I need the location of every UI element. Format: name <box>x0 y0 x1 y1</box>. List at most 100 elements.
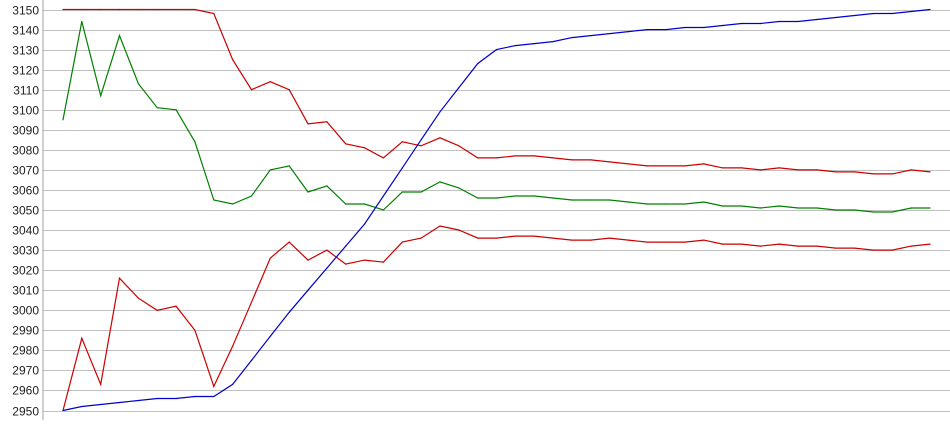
data-point <box>684 26 686 29</box>
data-point <box>250 359 253 361</box>
data-point <box>194 329 196 331</box>
data-point <box>552 237 554 239</box>
data-point <box>872 173 875 175</box>
data-point <box>156 8 158 11</box>
data-point <box>307 191 309 193</box>
y-tick-label: 3080 <box>12 144 39 158</box>
data-point <box>627 163 630 165</box>
data-point <box>137 297 139 299</box>
data-point <box>816 18 818 21</box>
data-point <box>439 137 441 139</box>
data-point <box>439 225 441 227</box>
data-point <box>232 383 234 385</box>
y-tick-label: 3070 <box>12 164 39 178</box>
y-tick-label: 3110 <box>13 84 39 98</box>
data-point <box>835 209 837 211</box>
data-point <box>533 195 535 197</box>
data-point <box>175 397 177 400</box>
data-point <box>364 259 366 261</box>
data-point <box>62 409 64 412</box>
y-tick-label: 2990 <box>12 324 39 338</box>
data-point <box>891 249 893 251</box>
data-point <box>458 87 460 89</box>
data-point <box>646 241 648 243</box>
data-point <box>797 245 799 247</box>
data-point <box>929 8 931 11</box>
data-point <box>759 169 762 171</box>
y-tick-label: 3100 <box>12 104 39 118</box>
data-point <box>458 187 460 189</box>
data-point <box>552 41 554 43</box>
data-point <box>250 301 253 303</box>
data-point <box>477 197 479 199</box>
data-point <box>269 335 271 337</box>
data-point <box>891 173 893 175</box>
data-point <box>194 141 196 143</box>
data-point <box>835 16 837 19</box>
series-lower-band <box>62 225 931 412</box>
series-lines <box>62 8 931 412</box>
data-point <box>364 223 366 225</box>
data-point <box>307 259 309 261</box>
data-point <box>740 205 743 207</box>
data-point <box>288 241 290 243</box>
data-point <box>345 263 347 265</box>
y-tick-label: 3050 <box>12 204 39 218</box>
data-point <box>156 309 158 311</box>
data-point <box>797 20 799 23</box>
data-point <box>627 201 630 203</box>
data-point <box>571 37 573 39</box>
data-point <box>382 209 384 211</box>
y-tick-label: 3150 <box>12 4 39 18</box>
data-point <box>495 157 498 159</box>
data-point <box>552 157 554 159</box>
data-point <box>514 45 516 47</box>
data-point <box>816 207 818 209</box>
data-point <box>477 63 479 65</box>
data-point <box>816 245 818 247</box>
data-point <box>495 197 498 199</box>
data-point <box>439 111 441 113</box>
data-point <box>137 8 139 11</box>
data-point <box>703 239 705 241</box>
data-point <box>740 243 743 245</box>
y-tick-label: 2980 <box>12 344 39 358</box>
data-point <box>590 199 592 201</box>
data-point <box>646 165 648 167</box>
data-point <box>703 26 705 29</box>
data-point <box>835 171 837 173</box>
data-point <box>665 29 667 31</box>
data-point <box>326 185 328 187</box>
data-point <box>571 159 573 161</box>
data-point <box>835 247 837 249</box>
data-point <box>232 203 234 205</box>
data-point <box>213 199 215 201</box>
data-point <box>797 169 799 171</box>
data-point <box>703 201 705 203</box>
data-point <box>326 249 328 251</box>
data-point <box>326 267 328 269</box>
data-point <box>609 199 611 201</box>
data-point <box>571 199 573 201</box>
data-point <box>250 195 253 197</box>
data-point <box>571 239 573 241</box>
data-point <box>665 165 667 167</box>
data-point <box>533 235 535 237</box>
data-point <box>740 167 743 169</box>
data-point <box>722 24 724 27</box>
data-point <box>269 169 271 171</box>
data-point <box>778 205 780 207</box>
data-point <box>420 139 422 141</box>
data-point <box>891 12 893 15</box>
data-point <box>514 235 516 237</box>
data-point <box>872 211 875 213</box>
data-point <box>740 22 743 25</box>
data-point <box>778 20 780 23</box>
data-point <box>627 31 630 33</box>
data-point <box>590 159 592 161</box>
data-point <box>872 249 875 251</box>
data-point <box>552 197 554 199</box>
data-point <box>590 239 592 241</box>
data-point <box>401 141 403 143</box>
data-point <box>156 397 158 400</box>
